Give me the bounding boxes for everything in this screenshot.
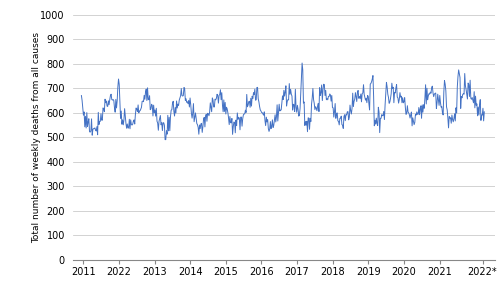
- Y-axis label: Total number of weekly deaths from all causes: Total number of weekly deaths from all c…: [32, 32, 40, 243]
